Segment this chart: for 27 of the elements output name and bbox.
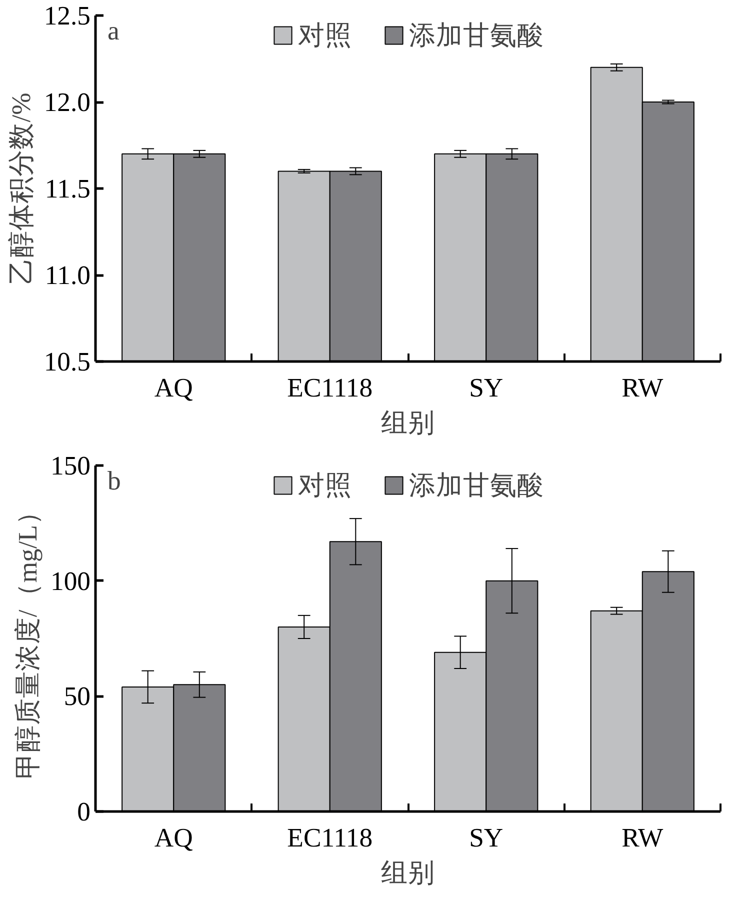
legend-label: 对照 (298, 19, 352, 52)
x-tick-label: AQ (154, 822, 193, 852)
x-tick-label: AQ (154, 372, 193, 402)
y-tick-label: 11.5 (44, 174, 91, 204)
x-tick-label: RW (622, 822, 664, 852)
y-tick-label: 11.0 (44, 260, 91, 290)
y-axis-title: 乙醇体积分数/% (6, 92, 36, 284)
x-tick-label: EC1118 (287, 822, 373, 852)
legend-label: 添加甘氨酸 (409, 19, 544, 52)
x-tick-label: EC1118 (287, 372, 373, 402)
y-tick-label: 100 (50, 566, 90, 596)
legend-label: 添加甘氨酸 (409, 469, 544, 502)
x-tick-label: SY (469, 822, 504, 852)
x-axis-title: 组别 (381, 408, 435, 438)
annotation: a (108, 16, 120, 46)
y-tick-label: 50 (64, 681, 90, 712)
y-tick-label: 12.0 (44, 87, 91, 117)
x-tick-label: RW (622, 372, 664, 402)
y-tick-label: 12.5 (44, 0, 91, 30)
legend-label: 对照 (298, 469, 352, 502)
x-tick-label: SY (469, 372, 504, 402)
annotation: b (108, 466, 121, 496)
y-tick-label: 150 (50, 450, 90, 480)
y-tick-label: 0 (77, 796, 90, 826)
x-axis-title: 组别 (381, 858, 435, 888)
y-axis-title: 甲醇质量浓度/（mg/L） (12, 498, 43, 780)
y-tick-label: 10.5 (44, 346, 91, 376)
